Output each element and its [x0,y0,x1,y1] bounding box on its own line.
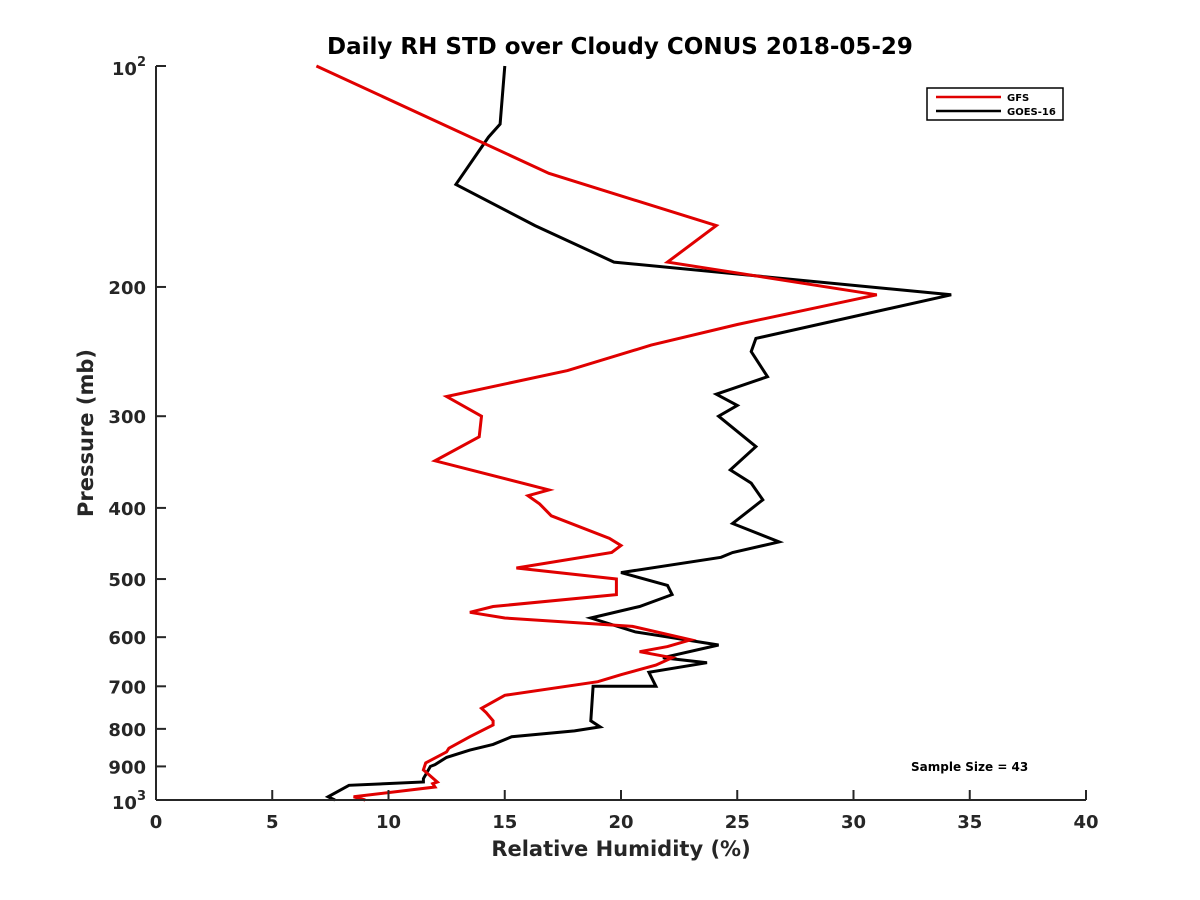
x-tick-label: 15 [492,812,517,833]
svg-text:103: 103 [112,789,146,814]
x-tick-label: 40 [1073,812,1098,833]
legend-label-gfs: GFS [1007,93,1029,104]
legend-box [926,87,1064,121]
y-tick-label-top: 102 [112,55,166,80]
y-tick-label: 200 [108,278,146,299]
series-layer [315,64,952,802]
legend-label-goes16: GOES-16 [1007,107,1056,118]
plot-area [155,64,1086,802]
y-axis-label: Pressure (mb) [74,349,98,517]
x-tick-label: 20 [608,812,633,833]
x-tick-label: 30 [841,812,866,833]
chart-title: Daily RH STD over Cloudy CONUS 2018-05-2… [327,34,913,60]
series-line-gfs [315,64,878,802]
y-tick-label: 500 [108,570,146,591]
y-tick-label: 900 [108,757,146,778]
x-axis-label: Relative Humidity (%) [491,837,750,861]
x-ticks: 0 5 10 15 20 25 30 35 40 [150,790,1099,833]
svg-text:102: 102 [112,55,146,80]
y-tick-label-bottom: 103 [112,789,146,814]
x-tick-label: 0 [150,812,163,833]
axes-background [156,66,1086,800]
sample-size-annotation: Sample Size = 43 [911,760,1028,774]
y-tick-bottom-exp: 3 [137,789,146,804]
y-tick-label: 700 [108,677,146,698]
series-line-goes16 [324,65,952,802]
x-tick-label: 25 [725,812,750,833]
y-tick-bottom-base: 10 [112,793,137,814]
y-tick-top-exp: 2 [137,55,146,70]
y-tick-top-base: 10 [112,59,137,80]
y-tick-label: 300 [108,407,146,428]
y-ticks: 200 300 400 500 600 700 800 900 [108,278,166,778]
legend: GFS GOES-16 [926,87,1064,121]
x-tick-label: 5 [266,812,279,833]
x-tick-label: 10 [376,812,401,833]
y-tick-label: 400 [108,499,146,520]
x-tick-label: 35 [957,812,982,833]
y-tick-label: 600 [108,628,146,649]
y-tick-label: 800 [108,720,146,741]
